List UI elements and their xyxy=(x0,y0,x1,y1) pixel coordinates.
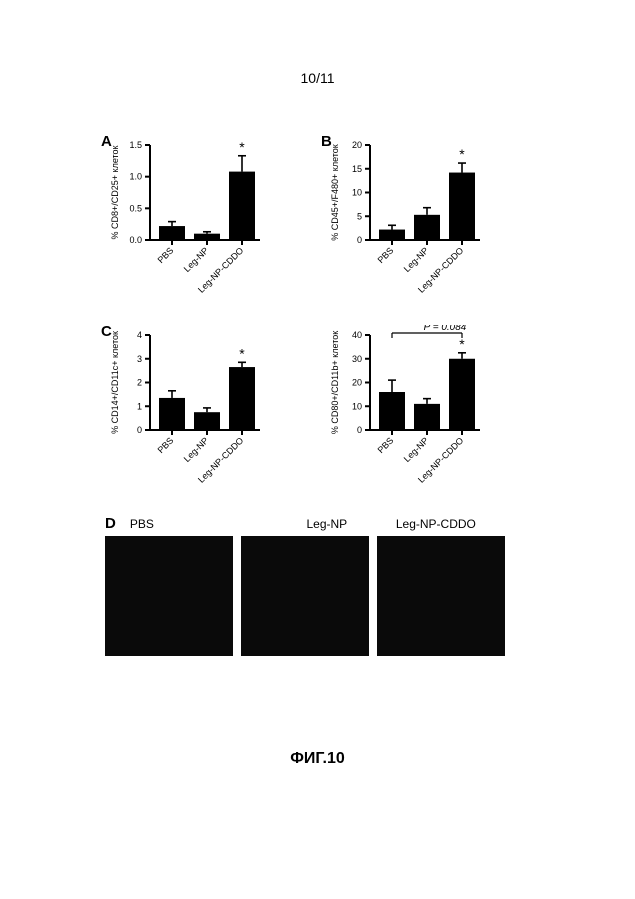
svg-text:% CD8+/CD25+ клеток: % CD8+/CD25+ клеток xyxy=(110,145,120,239)
bar-chart-c2: 0 10 20 30 40 % CD80+/CD11b+ клеток PBS Leg-NP *… xyxy=(325,325,505,500)
svg-text:*: * xyxy=(459,146,465,162)
svg-text:0.0: 0.0 xyxy=(129,235,142,245)
bar-chart-b: 05101520% CD45+/F480+ клетокPBSLeg-NP*Le… xyxy=(325,135,505,310)
svg-text:% CD45+/F480+ клеток: % CD45+/F480+ клеток xyxy=(330,144,340,241)
panel-c2: 0 10 20 30 40 % CD80+/CD11b+ клеток PBS Leg-NP *… xyxy=(325,325,505,500)
figure-caption: ФИГ.10 xyxy=(290,750,344,768)
panel-letter-b: B xyxy=(321,133,332,150)
panel-d-image-2 xyxy=(377,536,505,656)
svg-text:*: * xyxy=(459,336,465,352)
panel-d-label-1: Leg-NP xyxy=(258,517,396,531)
svg-text:5: 5 xyxy=(357,211,362,221)
svg-text:PBS: PBS xyxy=(376,435,396,455)
panel-d-header: D PBS Leg-NP Leg-NP-CDDO xyxy=(105,515,525,532)
svg-text:Leg-NP: Leg-NP xyxy=(182,435,211,464)
svg-text:20: 20 xyxy=(352,140,362,150)
svg-text:1.5: 1.5 xyxy=(129,140,142,150)
panel-d: D PBS Leg-NP Leg-NP-CDDO xyxy=(105,515,525,656)
panel-d-image-0 xyxy=(105,536,233,656)
svg-text:0: 0 xyxy=(357,425,362,435)
panel-d-label-2: Leg-NP-CDDO xyxy=(396,517,524,531)
svg-text:*: * xyxy=(239,139,245,155)
panel-d-label-0: PBS xyxy=(130,517,258,531)
svg-text:PBS: PBS xyxy=(156,245,176,265)
svg-text:P = 0.084: P = 0.084 xyxy=(424,325,467,333)
svg-text:Leg-NP: Leg-NP xyxy=(182,245,211,274)
panel-a: A 0.00.51.01.5% CD8+/CD25+ клетокPBSLeg-… xyxy=(105,135,285,310)
svg-text:*: * xyxy=(239,345,245,361)
bar-chart-a: 0.0 0.5 1.0 1.5 % CD8+/CD25+ клеток PBS Leg-NP… xyxy=(105,135,285,310)
svg-text:10: 10 xyxy=(352,401,362,411)
svg-text:2: 2 xyxy=(137,378,142,388)
svg-text:3: 3 xyxy=(137,354,142,364)
svg-text:40: 40 xyxy=(352,330,362,340)
panel-d-images xyxy=(105,536,525,656)
svg-text:% CD80+/CD11b+ клеток: % CD80+/CD11b+ клеток xyxy=(330,331,340,434)
svg-text:10: 10 xyxy=(352,188,362,198)
svg-text:15: 15 xyxy=(352,164,362,174)
svg-text:Leg-NP: Leg-NP xyxy=(402,245,431,274)
panel-c1: C 01234% CD14+/CD11c+ клетокPBSLeg-NP*Le… xyxy=(105,325,285,500)
svg-text:20: 20 xyxy=(352,378,362,388)
svg-text:4: 4 xyxy=(137,330,142,340)
svg-text:PBS: PBS xyxy=(156,435,176,455)
panel-letter-a: A xyxy=(101,133,112,150)
figure-10: A 0.00.51.01.5% CD8+/CD25+ клетокPBSLeg-… xyxy=(105,135,525,656)
svg-text:0: 0 xyxy=(137,425,142,435)
svg-text:Leg-NP: Leg-NP xyxy=(402,435,431,464)
svg-text:0: 0 xyxy=(357,235,362,245)
row-c: C 01234% CD14+/CD11c+ клетокPBSLeg-NP*Le… xyxy=(105,325,525,500)
panel-d-image-1 xyxy=(241,536,369,656)
panel-letter-c: C xyxy=(101,323,112,340)
svg-text:PBS: PBS xyxy=(376,245,396,265)
svg-text:% CD14+/CD11c+ клеток: % CD14+/CD11c+ клеток xyxy=(110,331,120,434)
page-number: 10/11 xyxy=(301,70,335,86)
panel-letter-d: D xyxy=(105,515,116,532)
svg-text:30: 30 xyxy=(352,354,362,364)
row-ab: A 0.00.51.01.5% CD8+/CD25+ клетокPBSLeg-… xyxy=(105,135,525,310)
panel-b: B 05101520% CD45+/F480+ клетокPBSLeg-NP*… xyxy=(325,135,505,310)
svg-text:1.0: 1.0 xyxy=(129,172,142,182)
svg-text:1: 1 xyxy=(137,401,142,411)
svg-text:0.5: 0.5 xyxy=(129,203,142,213)
bar-chart-c1: 01234% CD14+/CD11c+ клетокPBSLeg-NP*Leg-… xyxy=(105,325,285,500)
